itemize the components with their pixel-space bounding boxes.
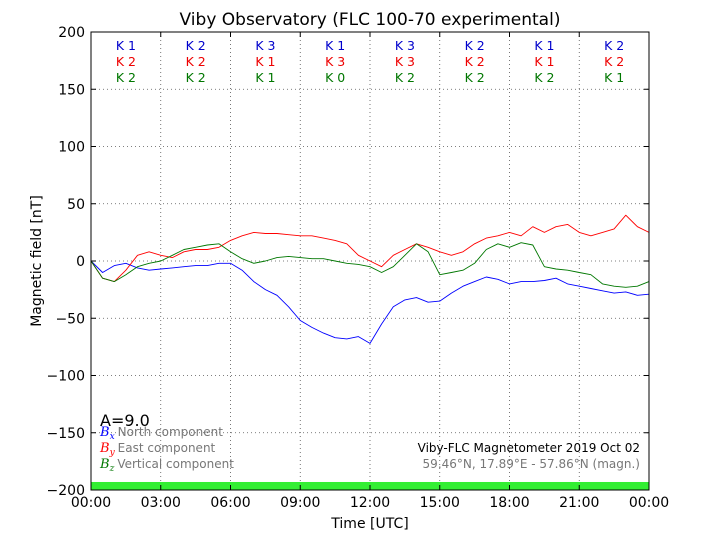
k-index-label: K 3 [395, 54, 415, 69]
location-info: 59.46°N, 17.89°E - 57.86°N (magn.) [423, 457, 640, 471]
k-index-label: K 1 [534, 38, 554, 53]
legend-entry: By East component [99, 441, 216, 458]
k-index-label: K 2 [186, 70, 206, 85]
x-axis-label: Time [UTC] [330, 516, 408, 532]
y-tick-label: −200 [47, 483, 85, 499]
k-index-label: K 2 [116, 70, 136, 85]
legend-entry: Bz Vertical component [99, 457, 234, 474]
k-index-label: K 2 [465, 54, 485, 69]
y-tick-label: −50 [55, 311, 85, 327]
k-index-label: K 1 [255, 70, 275, 85]
series-line-bz [90, 242, 650, 288]
series-lines [90, 214, 650, 344]
k-index-label: K 1 [534, 54, 554, 69]
x-tick-label: 00:00 [629, 495, 669, 511]
a-index-label: A=9.0 [100, 411, 150, 430]
k-index-label: K 3 [395, 38, 415, 53]
k-index-label: K 2 [604, 54, 624, 69]
x-tick-label: 18:00 [489, 495, 529, 511]
y-tick-label: −100 [47, 369, 85, 385]
k-index-label: K 2 [186, 54, 206, 69]
k-index-label: K 1 [255, 54, 275, 69]
k-index-label: K 1 [116, 38, 136, 53]
k-index-label: K 2 [465, 38, 485, 53]
k-index-label: K 2 [186, 38, 206, 53]
y-tick-label: 0 [76, 254, 85, 270]
k-index-label: K 0 [325, 70, 345, 85]
k-index-label: K 2 [465, 70, 485, 85]
k-index-labels: K 1K 2K 2K 2K 2K 2K 3K 1K 1K 1K 3K 0K 3K… [116, 38, 624, 85]
k-index-label: K 2 [604, 38, 624, 53]
k-index-label: K 1 [325, 38, 345, 53]
x-tick-label: 21:00 [559, 495, 599, 511]
y-tick-label: 150 [58, 82, 85, 98]
x-tick-label: 15:00 [420, 495, 460, 511]
k-index-label: K 2 [116, 54, 136, 69]
axis-ticks: 00:00 03:00 06:00 09:00 12:00 15:00 18:00 21:00… [47, 25, 670, 511]
series-line-bx [90, 260, 650, 344]
y-tick-label: 50 [67, 197, 85, 213]
x-tick-label: 12:00 [350, 495, 390, 511]
y-tick-label: 100 [58, 140, 85, 156]
x-tick-label: 09:00 [280, 495, 320, 511]
x-tick-label: 06:00 [210, 495, 250, 511]
x-tick-label: 00:00 [71, 495, 111, 511]
y-tick-label: 200 [58, 25, 85, 41]
k-index-label: K 3 [255, 38, 275, 53]
y-axis-label: Magnetic field [nT] [29, 195, 45, 327]
y-tick-label: −150 [47, 426, 85, 442]
k-index-label: K 2 [534, 70, 554, 85]
chart-title: Viby Observatory (FLC 100-70 experimenta… [180, 10, 561, 30]
x-tick-label: 03:00 [141, 495, 181, 511]
k-index-label: K 2 [395, 70, 415, 85]
legend-entry: Bx North component [99, 425, 223, 442]
k-index-label: K 3 [325, 54, 345, 69]
series-line-by [90, 214, 650, 283]
k-index-label: K 1 [604, 70, 624, 85]
instrument-info: Viby-FLC Magnetometer 2019 Oct 02 [418, 441, 640, 455]
